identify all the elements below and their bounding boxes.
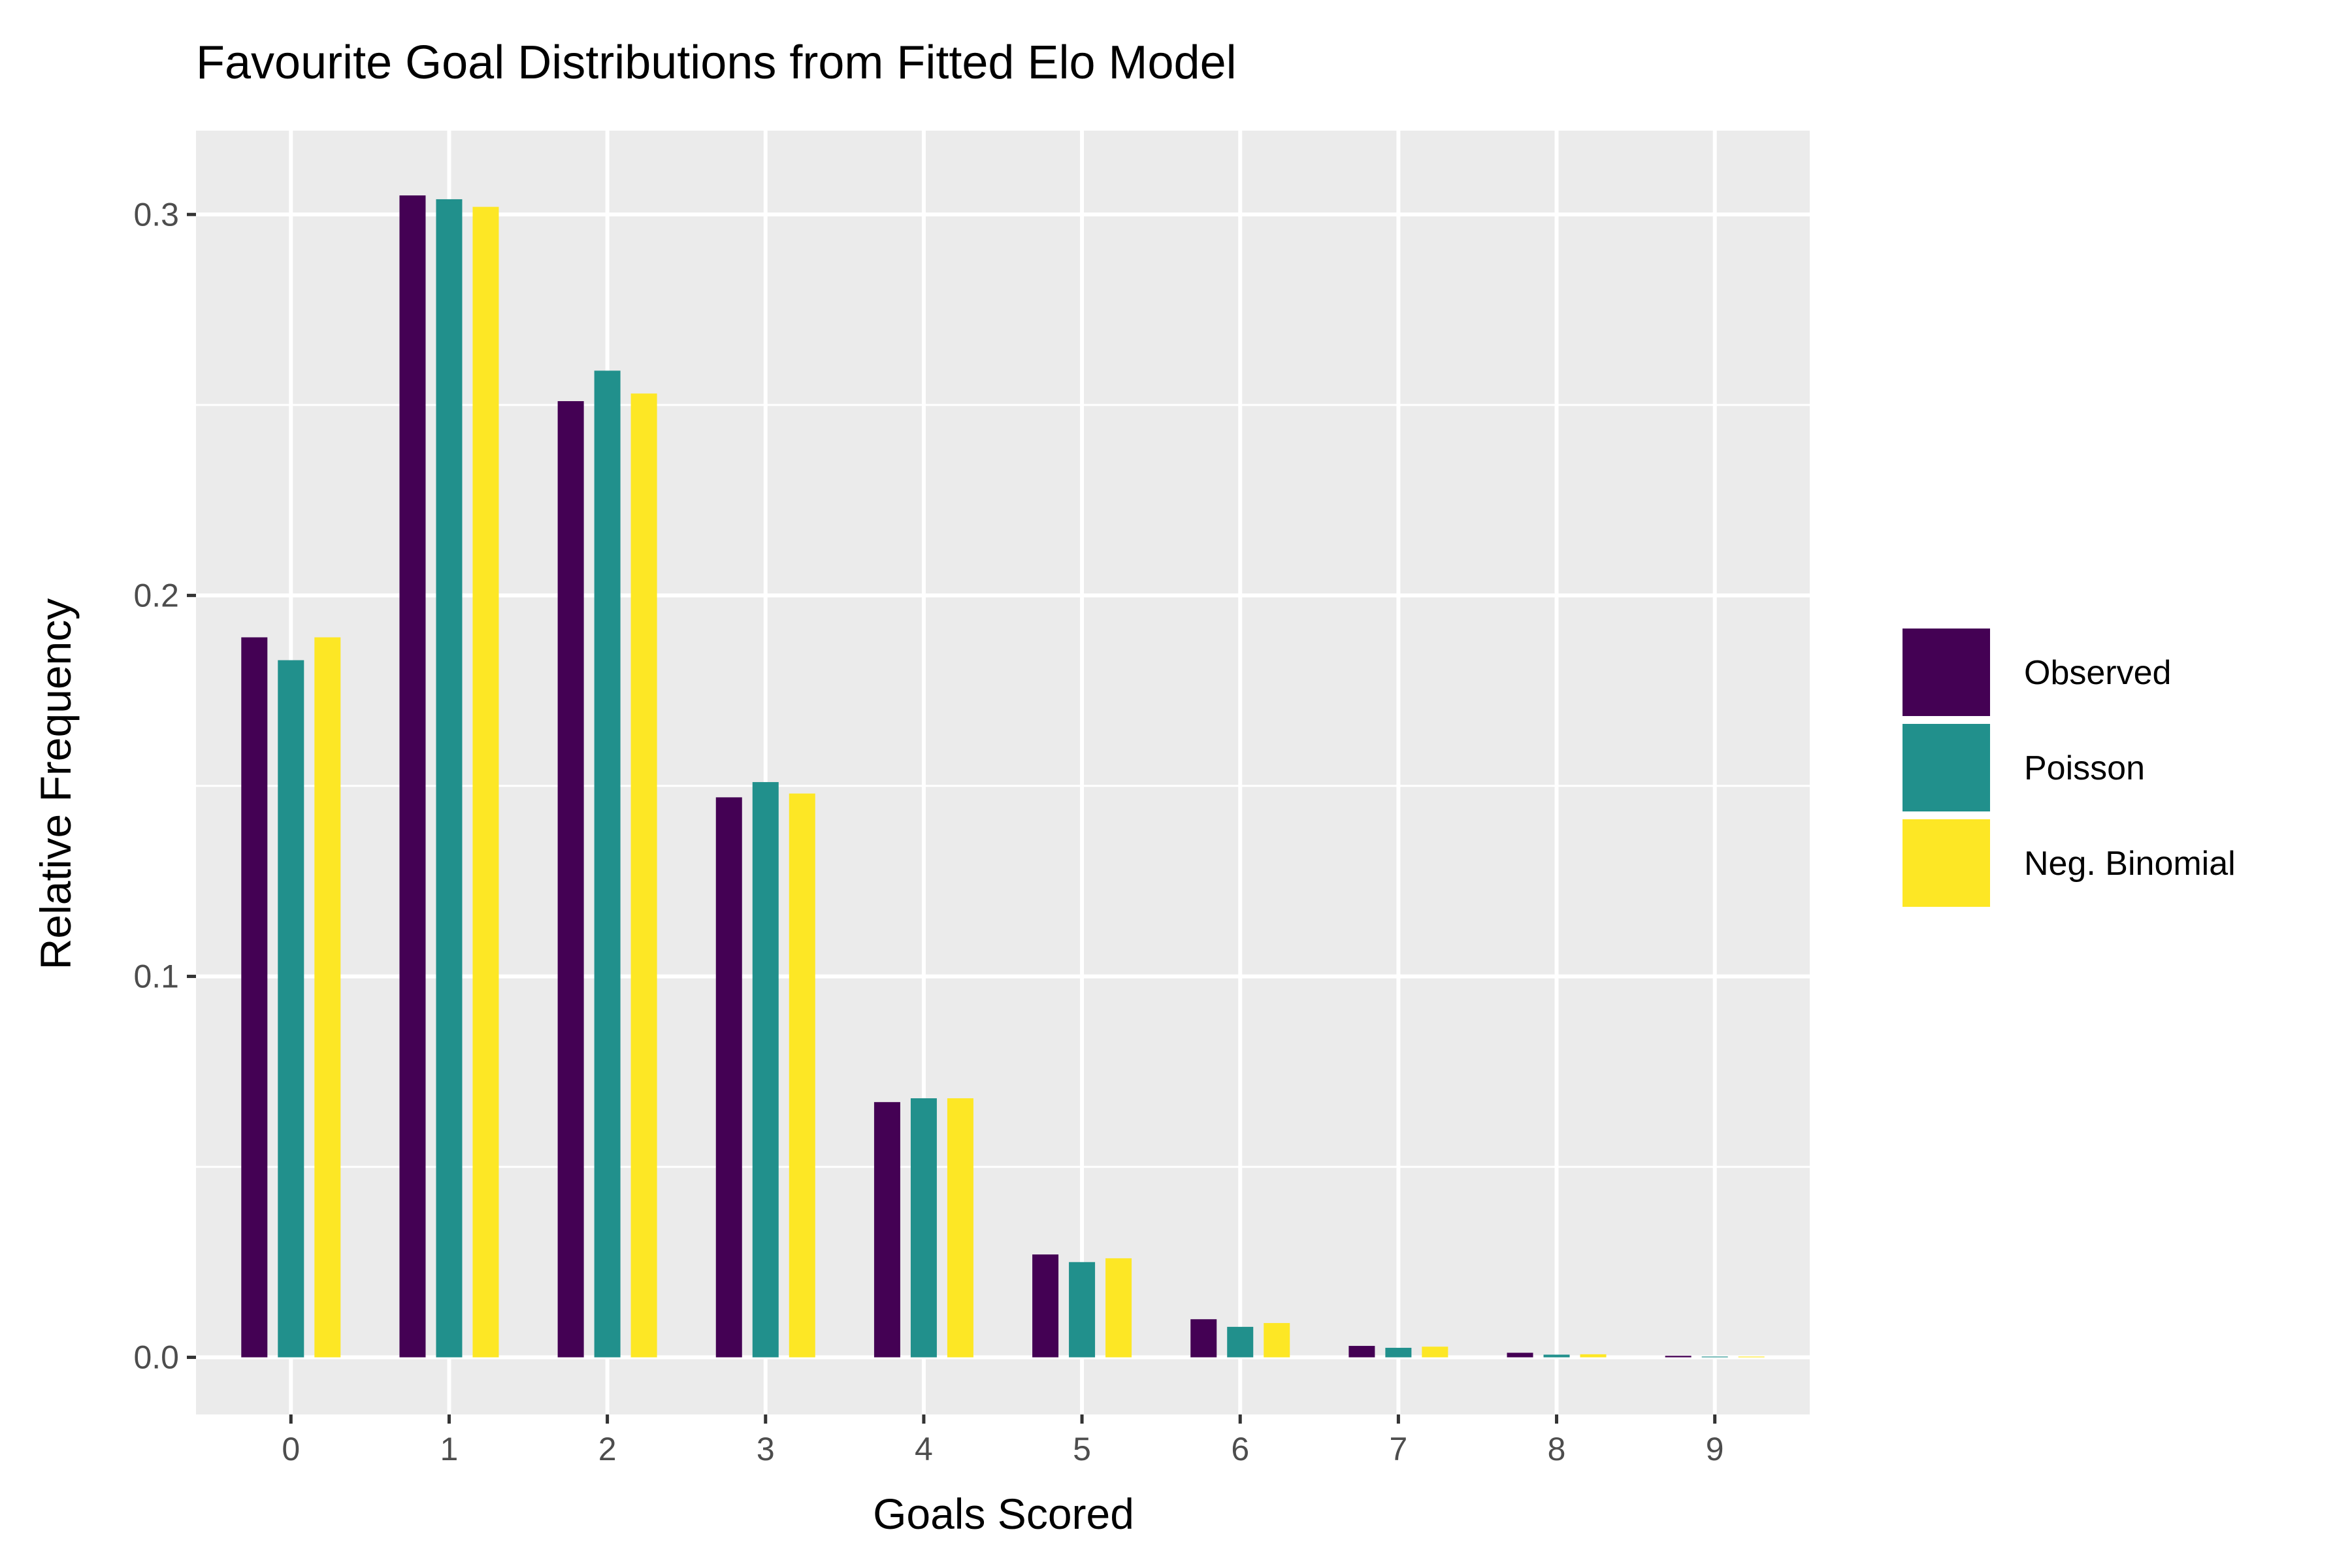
bar-poisson-0	[278, 660, 304, 1358]
x-tick-label: 1	[440, 1431, 459, 1467]
bar-observed-1	[399, 195, 426, 1358]
bar-neg-binomial-1	[472, 206, 499, 1358]
bar-poisson-3	[752, 782, 779, 1358]
y-axis: 0.0 0.1 0.2 0.3	[133, 196, 196, 1376]
x-tick-label: 0	[282, 1431, 300, 1467]
bar-neg-binomial-5	[1105, 1258, 1132, 1358]
legend-key-neg-binomial	[1900, 817, 1993, 909]
bar-poisson-8	[1543, 1354, 1570, 1358]
bar-poisson-4	[910, 1098, 937, 1358]
chart-title: Favourite Goal Distributions from Fitted…	[196, 37, 1237, 89]
legend-label: Neg. Binomial	[2024, 845, 2236, 883]
x-tick-label: 9	[1706, 1431, 1724, 1467]
legend-key-observed	[1900, 626, 1993, 719]
bar-observed-4	[874, 1102, 900, 1358]
y-tick-label: 0.1	[133, 958, 179, 994]
legend: Observed Poisson Neg. Binomial	[1900, 626, 2236, 909]
x-tick-label: 6	[1231, 1431, 1249, 1467]
bar-neg-binomial-0	[314, 637, 341, 1358]
bar-observed-8	[1507, 1352, 1533, 1358]
bar-observed-2	[557, 400, 584, 1358]
legend-label: Observed	[2024, 654, 2171, 692]
legend-label: Poisson	[2024, 749, 2145, 787]
bar-poisson-9	[1701, 1356, 1728, 1358]
bar-observed-7	[1348, 1346, 1375, 1358]
y-tick-label: 0.0	[133, 1339, 179, 1376]
y-tick-label: 0.2	[133, 577, 179, 613]
bar-neg-binomial-2	[630, 393, 657, 1358]
x-tick-label: 4	[915, 1431, 933, 1467]
bar-neg-binomial-8	[1580, 1354, 1607, 1358]
x-axis: 0 1 2 3 4 5 6 7 8 9	[282, 1414, 1724, 1467]
bar-observed-0	[241, 637, 268, 1358]
x-tick-label: 2	[598, 1431, 617, 1467]
bar-observed-3	[715, 797, 742, 1358]
bar-neg-binomial-7	[1422, 1347, 1448, 1358]
x-tick-label: 7	[1389, 1431, 1407, 1467]
x-tick-label: 5	[1073, 1431, 1091, 1467]
bar-neg-binomial-6	[1264, 1323, 1290, 1358]
bar-observed-9	[1665, 1356, 1691, 1358]
bar-poisson-1	[436, 199, 463, 1358]
bar-neg-binomial-4	[947, 1098, 973, 1358]
bar-poisson-7	[1385, 1347, 1412, 1358]
x-tick-label: 3	[757, 1431, 775, 1467]
x-tick-label: 8	[1548, 1431, 1566, 1467]
plot-panel	[196, 131, 1810, 1414]
grid-minor	[196, 404, 1810, 1168]
x-axis-title: Goals Scored	[873, 1490, 1134, 1538]
y-axis-title: Relative Frequency	[31, 598, 80, 970]
legend-key-poisson	[1900, 721, 1993, 814]
y-tick-label: 0.3	[133, 196, 179, 233]
bar-neg-binomial-3	[789, 793, 815, 1358]
bar-observed-5	[1032, 1254, 1059, 1358]
bar-neg-binomial-9	[1738, 1356, 1765, 1358]
bars	[241, 195, 1765, 1358]
bar-poisson-2	[594, 370, 621, 1358]
bar-poisson-5	[1069, 1262, 1096, 1358]
bar-poisson-6	[1227, 1326, 1254, 1358]
bar-observed-6	[1190, 1319, 1217, 1358]
